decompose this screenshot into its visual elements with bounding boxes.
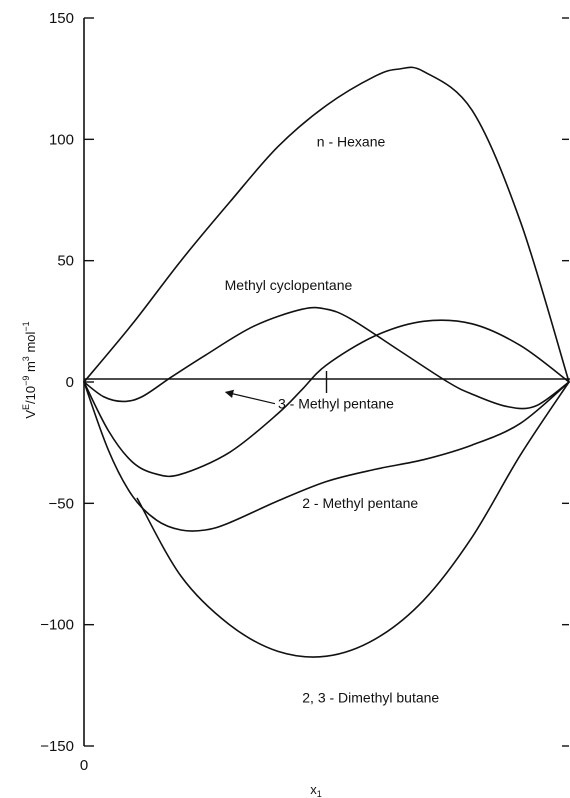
y-tick-label-2: 50 bbox=[57, 253, 74, 270]
series-n-hexane bbox=[83, 66, 570, 383]
y-tick-label-5: −100 bbox=[40, 617, 74, 634]
y-tick-label-3: 0 bbox=[66, 374, 74, 391]
series-methyl-cyclopentane bbox=[83, 306, 570, 410]
label-n-hexane: n - Hexane bbox=[317, 134, 386, 150]
arrow-3-methyl-pentane bbox=[224, 389, 276, 405]
y-tick-label-4: −50 bbox=[49, 495, 74, 512]
series-2-methyl-pentane bbox=[83, 381, 570, 532]
y-ticks bbox=[84, 17, 569, 747]
curve-labels: n - Hexane Methyl cyclopentane 3 - Methyl … bbox=[225, 134, 440, 706]
y-tick-label-0: 150 bbox=[49, 10, 74, 27]
x-tick-label-0: 0 bbox=[80, 757, 88, 774]
series-3-methyl-pentane bbox=[83, 319, 570, 478]
y-tick-labels: 150 100 50 0 −50 −100 −150 bbox=[40, 10, 74, 755]
y-tick-label-1: 100 bbox=[49, 131, 74, 148]
series-2-3-dimethyl-butane bbox=[136, 381, 570, 658]
y-tick-label-6: −150 bbox=[40, 738, 74, 755]
label-2-3-dimethyl-butane: 2, 3 - Dimethyl butane bbox=[302, 689, 439, 705]
x-axis-label: x1 bbox=[310, 782, 322, 798]
series-group bbox=[83, 66, 570, 658]
y-axis-label: VE/10−9 m3 mol−1 bbox=[21, 321, 38, 418]
label-3-methyl-pentane: 3 - Methyl pentane bbox=[278, 396, 394, 412]
label-methyl-cyclopentane: Methyl cyclopentane bbox=[225, 277, 353, 293]
x-tick-label-group: 0 bbox=[80, 757, 88, 774]
label-2-methyl-pentane: 2 - Methyl pentane bbox=[302, 495, 418, 511]
